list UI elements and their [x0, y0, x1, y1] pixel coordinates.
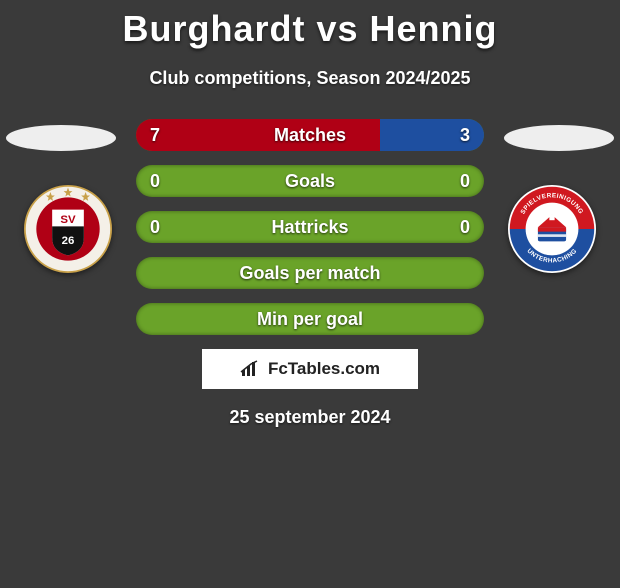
bar-label: Goals — [136, 165, 484, 197]
date-text: 25 september 2024 — [0, 407, 620, 428]
bar-label: Goals per match — [136, 257, 484, 289]
bar-left-value: 7 — [150, 119, 160, 151]
page-title: Burghardt vs Hennig — [0, 8, 620, 50]
stat-bar-row: Hattricks0 0 — [136, 211, 484, 243]
bar-right-value: 0 — [460, 211, 470, 243]
bar-left-value: 0 — [150, 165, 160, 197]
bar-label: Matches — [136, 119, 484, 151]
bar-left-value: 0 — [150, 211, 160, 243]
stat-bar-row: Min per goal — [136, 303, 484, 335]
subtitle: Club competitions, Season 2024/2025 — [0, 68, 620, 89]
crest-text-sv: SV — [60, 214, 76, 226]
bar-right-value: 3 — [460, 119, 470, 151]
left-player-ellipse — [6, 125, 116, 151]
bar-right-value: 0 — [460, 165, 470, 197]
bar-label: Hattricks — [136, 211, 484, 243]
stat-bars: Matches73Goals00Hattricks00Goals per mat… — [136, 119, 484, 335]
left-club-crest: SV 26 — [24, 185, 112, 273]
fctables-logo: FcTables.com — [202, 349, 418, 389]
right-club-crest: SPIELVEREINIGUNG UNTERHACHING — [508, 185, 596, 273]
bar-chart-icon — [240, 360, 262, 378]
bar-label: Min per goal — [136, 303, 484, 335]
comparison-area: SV 26 SPIELVEREINIGUNG — [0, 119, 620, 428]
stat-bar-row: Goals per match — [136, 257, 484, 289]
stat-bar-row: Goals0 0 — [136, 165, 484, 197]
logo-text: FcTables.com — [268, 359, 380, 379]
stat-bar-row: Matches7 3 — [136, 119, 484, 151]
crest-text-num: 26 — [62, 235, 75, 247]
right-player-ellipse — [504, 125, 614, 151]
